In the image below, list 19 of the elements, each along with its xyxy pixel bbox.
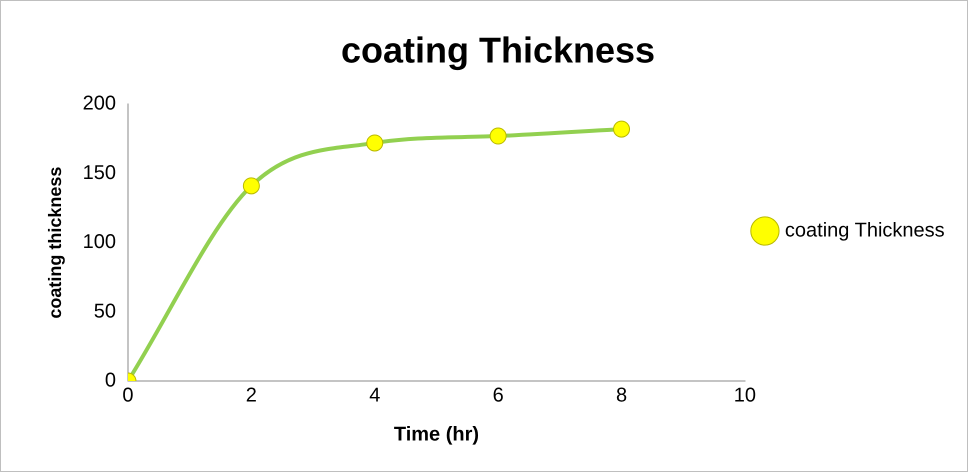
x-tick-label: 6	[492, 384, 504, 407]
y-tick-label: 150	[82, 162, 116, 184]
point	[490, 128, 507, 145]
point	[613, 120, 630, 138]
x-tick-label: 2	[246, 384, 257, 407]
y-tick-label: 0	[104, 370, 116, 392]
point	[242, 177, 260, 194]
x-tick-label: 10	[734, 384, 756, 407]
y-axis-title: coating thickness	[44, 166, 65, 319]
x-tick-label: 8	[616, 384, 628, 407]
point	[366, 134, 384, 152]
y-tick-label: 50	[94, 300, 116, 322]
y-tick-label: 200	[82, 92, 116, 115]
x-axis-title: Time (hr)	[394, 424, 480, 446]
x-tick-label: 0	[122, 384, 134, 407]
chart-title: coating Thickness	[340, 30, 656, 71]
x-tick-label: 4	[369, 384, 380, 407]
legend-label: coating Thickness	[784, 220, 945, 242]
y-tick-label: 100	[82, 231, 116, 254]
